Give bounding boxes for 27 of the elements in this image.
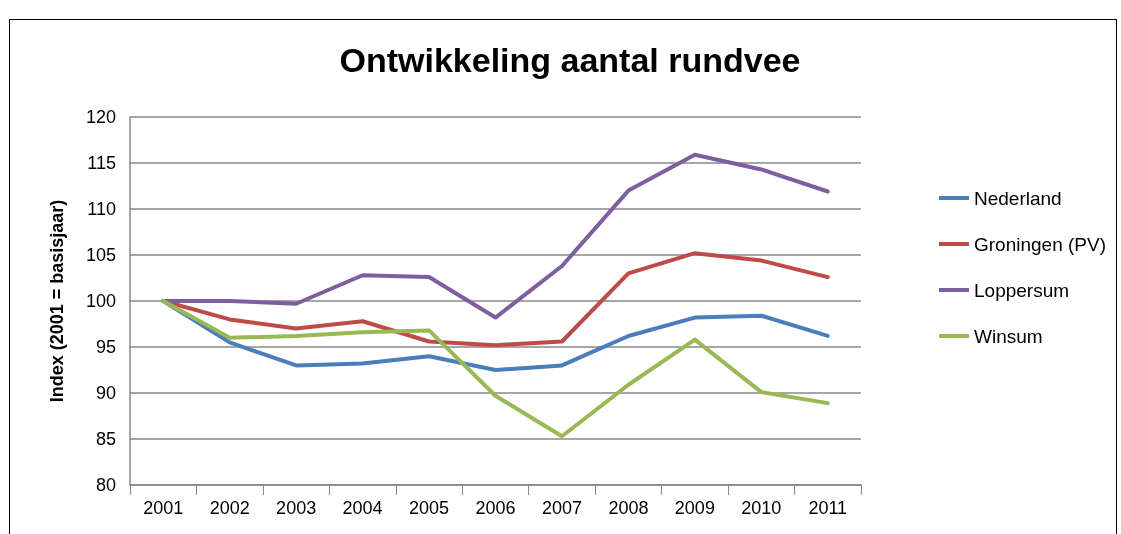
x-tick-label: 2008 <box>608 498 649 518</box>
y-tick-label: 110 <box>87 199 116 219</box>
y-tick-label: 95 <box>95 337 116 357</box>
x-tick-label: 2007 <box>541 498 582 518</box>
y-tick-label: 90 <box>95 383 116 403</box>
x-tick-label: 2005 <box>409 498 450 518</box>
line-series <box>161 299 830 439</box>
y-tick-label: 105 <box>85 245 116 265</box>
y-tick-label: 80 <box>95 475 116 495</box>
chart-title: Ontwikkeling aantal rundvee <box>339 41 801 79</box>
legend-label: Nederland <box>973 187 1062 209</box>
x-tick-label: 2006 <box>475 498 516 518</box>
legend-label: Loppersum <box>973 279 1070 301</box>
y-axis-title: Index (2001 = basisjaar) <box>47 199 67 403</box>
x-tick-label: 2009 <box>674 498 715 518</box>
x-tick-label: 2004 <box>342 498 383 518</box>
x-tick-label: 2011 <box>808 498 848 518</box>
x-tick-label: 2010 <box>741 498 782 518</box>
x-tick-label: 2002 <box>209 498 250 518</box>
y-tick-label: 85 <box>95 429 116 449</box>
y-tick-label: 120 <box>85 107 116 127</box>
y-tick-label: 115 <box>87 153 116 173</box>
x-tick-label: 2001 <box>143 498 184 518</box>
x-tick-label: 2003 <box>276 498 317 518</box>
legend-label: Groningen (PV) <box>973 233 1107 255</box>
y-tick-label: 100 <box>85 291 116 311</box>
legend-label: Winsum <box>973 325 1043 347</box>
